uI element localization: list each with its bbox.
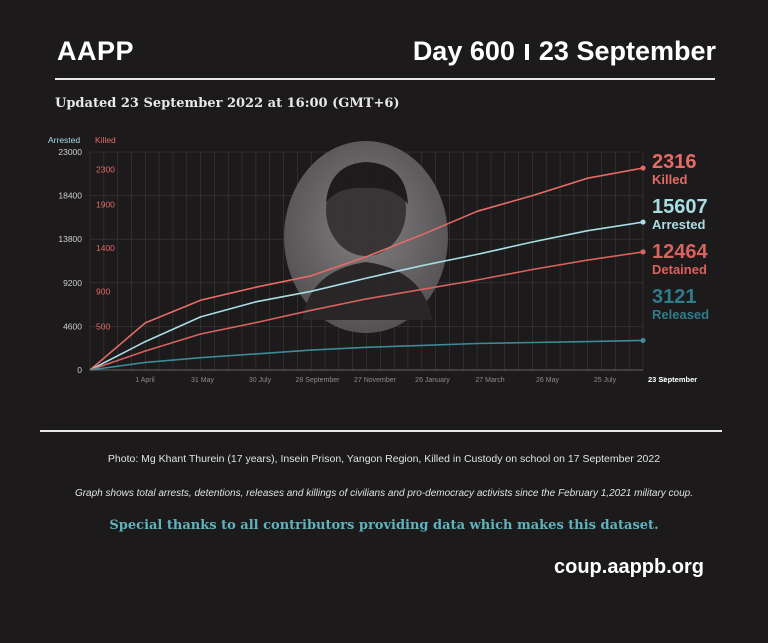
right-tick-label: 500: [96, 321, 110, 331]
top-divider: [55, 78, 715, 80]
left-axis-title: Arrested: [48, 135, 80, 145]
x-tick-label: 26 January: [415, 377, 450, 384]
series-label-released: Released: [652, 307, 709, 322]
series-end-point-detained: [640, 249, 646, 255]
graph-note: Graph shows total arrests, detentions, r…: [74, 488, 694, 499]
separator: [524, 43, 529, 60]
series-label-killed: Killed: [652, 172, 687, 187]
right-tick-label: 1900: [96, 199, 115, 209]
x-tick-label: 31 May: [191, 377, 214, 384]
right-tick-label: 900: [96, 287, 110, 297]
day-count: Day 600: [412, 36, 515, 66]
left-tick-label: 13800: [58, 234, 82, 244]
x-tick-label: 27 March: [475, 377, 504, 384]
x-tick-label: 30 July: [249, 377, 272, 384]
left-tick-label: 0: [77, 365, 82, 375]
x-tick-label: 28 September: [296, 377, 341, 384]
right-tick-label: 2300: [96, 164, 115, 174]
x-tick-label: 27 November: [354, 377, 397, 384]
series-line-detained: [89, 251, 644, 371]
right-axis-title: Killed: [95, 135, 116, 145]
org-title: AAPP: [57, 36, 135, 66]
x-tick-label: 23: [659, 377, 667, 384]
casualty-line-chart: Arrested Killed 0 4600 9200 13800 18400 23000 50…: [48, 135, 709, 384]
header-date: 23 September: [538, 36, 716, 66]
left-tick-label: 9200: [63, 278, 82, 288]
series-end-point-killed: [640, 165, 646, 171]
chart-grid: [89, 151, 644, 371]
left-tick-label: 4600: [63, 321, 82, 331]
left-tick-label: 18400: [58, 191, 82, 201]
series-end-point-arrested: [640, 219, 646, 225]
series-line-released: [89, 339, 644, 371]
x-tick-label: 25 July: [594, 377, 617, 384]
x-tick-label: 26 May: [536, 377, 559, 384]
series-final-value-released: 3121: [652, 286, 697, 308]
series-final-value-detained: 12464: [652, 241, 708, 263]
thanks-note: Special thanks to all contributors provi…: [109, 518, 659, 533]
x-end-label: 23 September: [648, 375, 697, 384]
website-link[interactable]: coup.aappb.org: [554, 556, 704, 578]
chart-axes: Arrested Killed 0 4600 9200 13800 18400 23000 50…: [48, 135, 697, 384]
chart-series: [89, 165, 646, 371]
series-final-value-killed: 2316: [652, 151, 697, 173]
day-date-header: Day 600 23 September: [413, 36, 716, 67]
series-label-arrested: Arrested: [652, 217, 706, 232]
left-tick-label: 23000: [58, 147, 82, 157]
series-line-killed: [89, 167, 644, 371]
series-end-point-released: [640, 337, 646, 344]
x-tick-label: 1 April: [135, 377, 155, 384]
photo-caption: Photo: Mg Khant Thurein (17 years), Inse…: [107, 453, 661, 465]
bottom-divider: [40, 430, 722, 432]
updated-timestamp: Updated 23 September 2022 at 16:00 (GMT+…: [55, 96, 400, 111]
series-line-arrested: [89, 221, 644, 371]
series-final-value-arrested: 15607: [652, 196, 708, 218]
right-tick-label: 1400: [96, 243, 115, 253]
series-label-detained: Detained: [652, 262, 707, 277]
portrait-photo: [284, 141, 448, 333]
